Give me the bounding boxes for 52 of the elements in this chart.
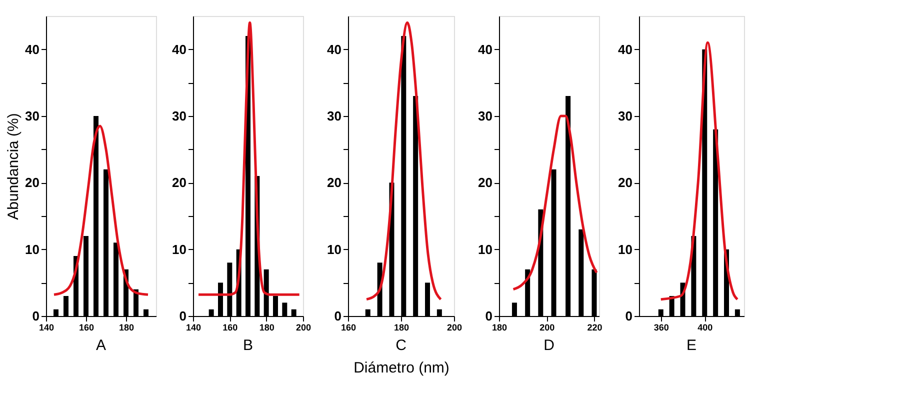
line-series: [512, 114, 598, 291]
y-tick-label: 10: [478, 242, 492, 257]
x-tick-label: 400: [698, 322, 713, 332]
y-tick-label: 40: [172, 42, 186, 57]
x-tick-label: 220: [587, 322, 602, 332]
y-tick-label: 10: [25, 242, 40, 257]
y-tick-label: 40: [618, 42, 632, 57]
y-tick-label: 30: [618, 108, 632, 124]
text: D: [544, 337, 555, 354]
text: A: [96, 337, 106, 354]
x-tick-label: 140: [38, 322, 54, 332]
x-tick-label: 180: [394, 322, 410, 332]
x-tick-label: 180: [259, 322, 274, 332]
y-tick-label: 30: [478, 108, 492, 124]
line-series: [365, 21, 442, 301]
y-tick-label: 20: [327, 175, 342, 190]
x-axis-title: Diámetro (nm): [354, 360, 450, 376]
y-tick-label: 0: [179, 308, 186, 324]
text: E: [686, 337, 697, 354]
x-tick-label: 180: [492, 322, 508, 332]
y-tick-label: 40: [25, 42, 40, 57]
text: B: [242, 337, 254, 354]
x-tick-label: 360: [654, 322, 669, 332]
x-tick-label: 160: [222, 322, 238, 332]
x-tick-label: 160: [78, 322, 94, 332]
y-axis-title: Abundancia (%): [5, 113, 22, 220]
y-tick-label: 0: [32, 308, 40, 324]
y-tick-label: 0: [485, 308, 492, 324]
x-tick-label: 180: [118, 322, 134, 332]
text: C: [396, 337, 407, 354]
y-tick-label: 40: [327, 42, 342, 57]
x-tick-label: 160: [340, 322, 356, 332]
y-tick-label: 10: [618, 242, 632, 257]
x-tick-label: 140: [186, 322, 202, 332]
line-series: [197, 21, 301, 296]
y-tick-label: 10: [327, 242, 342, 257]
y-tick-label: 30: [25, 108, 40, 124]
x-tick-label: 200: [540, 322, 555, 332]
y-tick-label: 0: [625, 308, 632, 324]
y-tick-label: 20: [25, 175, 40, 190]
y-tick-label: 40: [478, 42, 492, 57]
x-tick-label: 200: [446, 322, 462, 332]
y-tick-label: 20: [478, 175, 492, 190]
y-tick-label: 30: [327, 108, 342, 124]
y-tick-label: 20: [172, 175, 186, 190]
y-tick-label: 20: [618, 175, 632, 190]
y-tick-label: 0: [334, 308, 342, 324]
y-tick-label: 10: [172, 242, 186, 257]
x-tick-label: 200: [296, 322, 312, 332]
line-series: [660, 41, 739, 301]
line-series: [52, 124, 150, 296]
y-tick-label: 30: [172, 108, 186, 124]
